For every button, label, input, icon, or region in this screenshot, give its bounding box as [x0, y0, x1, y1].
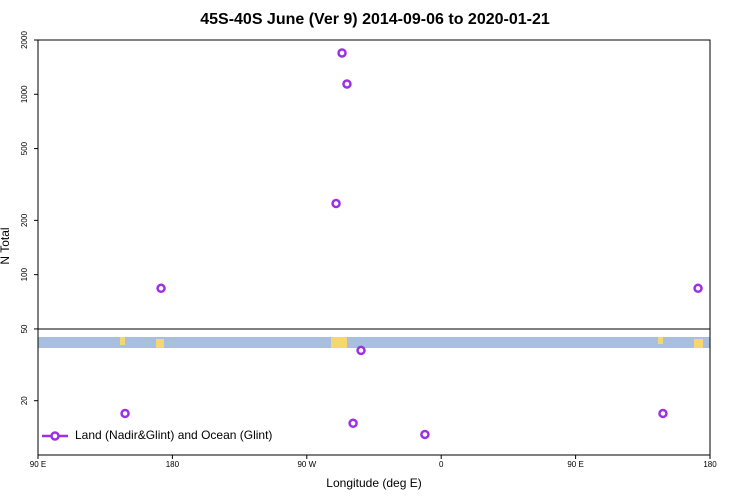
- point: [348, 418, 358, 428]
- x-tick-label: 0: [439, 460, 444, 469]
- map-land: [331, 337, 347, 348]
- y-tick-label: 50: [20, 324, 29, 333]
- map-land: [156, 339, 164, 348]
- point: [331, 198, 341, 209]
- legend-marker: [50, 431, 60, 441]
- point: [337, 48, 347, 58]
- x-tick-label: 180: [166, 460, 180, 469]
- point: [120, 408, 130, 419]
- x-tick-label: 90 E: [567, 460, 583, 469]
- map-land: [120, 337, 125, 345]
- x-tick-label: 90 E: [30, 460, 46, 469]
- chart-title: 45S-40S June (Ver 9) 2014-09-06 to 2020-…: [200, 11, 550, 28]
- map-land: [694, 339, 703, 348]
- point: [342, 79, 352, 89]
- map-ocean: [38, 337, 710, 348]
- y-tick-label: 200: [20, 213, 29, 227]
- point: [420, 429, 430, 440]
- y-tick-label: 1000: [20, 85, 29, 103]
- point: [658, 408, 668, 419]
- legend-label: Land (Nadir&Glint) and Ocean (Glint): [75, 428, 272, 442]
- y-axis-label: N Total: [0, 227, 12, 264]
- point: [156, 283, 166, 294]
- y-tick-label: 100: [20, 267, 29, 281]
- map-land: [658, 337, 663, 344]
- map-strip: [38, 337, 710, 348]
- x-tick-label: 180: [703, 460, 717, 469]
- point: [693, 283, 703, 294]
- plot-frame: [37, 39, 711, 456]
- y-tick-label: 500: [20, 141, 29, 155]
- x-axis-label: Longitude (deg E): [326, 476, 421, 490]
- y-tick-label: 20: [20, 396, 29, 405]
- point: [356, 345, 366, 356]
- y-tick-label: 2000: [20, 31, 29, 49]
- x-tick-label: 90 W: [297, 460, 316, 469]
